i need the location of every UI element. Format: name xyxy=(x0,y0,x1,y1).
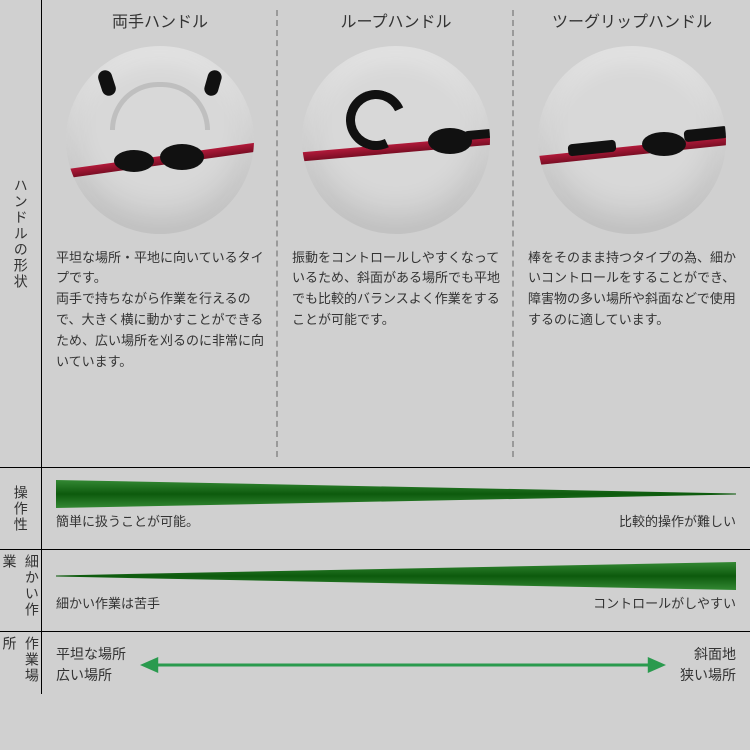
place-left: 平坦な場所 広い場所 xyxy=(56,644,126,686)
fine-right: コントロールがしやすい xyxy=(593,594,736,615)
col-cell-loop: ループハンドル 振動をコントロールしやすくなっているため、斜面がある場所でも平地… xyxy=(278,0,514,468)
ease-left: 簡単に扱うことが可能。 xyxy=(56,512,199,533)
row-label-place: 作業場所 xyxy=(0,632,42,694)
handle-illustration-twogrip xyxy=(538,46,726,234)
col-title: ツーグリップハンドル xyxy=(528,10,736,36)
place-right: 斜面地 狭い場所 xyxy=(680,644,736,686)
col-desc: 棒をそのまま持つタイプの為、細かいコントロールをすることができ、障害物の多い場所… xyxy=(528,248,736,331)
col-cell-twogrip: ツーグリップハンドル 棒をそのまま持つタイプの為、細かいコントロールをすることが… xyxy=(514,0,750,468)
place-right-1: 斜面地 xyxy=(680,644,736,665)
handle-illustration-loop xyxy=(302,46,490,234)
col-cell-bike: 両手ハンドル 平坦な場所・平地に向いているタイプです。両手で持ちながら作業を行え… xyxy=(42,0,278,468)
handle-illustration-bike xyxy=(66,46,254,234)
fine-wedge xyxy=(56,562,736,590)
ease-row: 簡単に扱うことが可能。 比較的操作が難しい xyxy=(42,468,750,550)
ease-right: 比較的操作が難しい xyxy=(619,512,736,533)
row-label-shape: ハンドルの形状 xyxy=(0,0,42,468)
place-row-cell: 平坦な場所 広い場所 斜面地 狭い場所 xyxy=(42,632,750,694)
place-left-1: 平坦な場所 xyxy=(56,644,126,665)
col-title: ループハンドル xyxy=(292,10,500,36)
place-arrow xyxy=(140,652,666,678)
row-label-text: 細かい作業 xyxy=(0,554,43,627)
place-left-2: 広い場所 xyxy=(56,665,126,686)
fine-row: 細かい作業は苦手 コントロールがしやすい xyxy=(42,550,750,632)
col-desc: 平坦な場所・平地に向いているタイプです。両手で持ちながら作業を行えるので、大きく… xyxy=(56,248,264,373)
row-label-text: 作業場所 xyxy=(0,636,43,690)
col-title: 両手ハンドル xyxy=(56,10,264,36)
fine-left: 細かい作業は苦手 xyxy=(56,594,160,615)
comparison-table: ハンドルの形状 両手ハンドル 平坦な場所・平地に向いているタイプです。両手で持ち… xyxy=(0,0,750,750)
row-label-fine: 細かい作業 xyxy=(0,550,42,632)
ease-wedge xyxy=(56,480,736,508)
place-right-2: 狭い場所 xyxy=(680,665,736,686)
row-label-text: 操作性 xyxy=(9,485,31,533)
row-label-ease: 操作性 xyxy=(0,468,42,550)
row-label-text: ハンドルの形状 xyxy=(9,178,31,290)
col-desc: 振動をコントロールしやすくなっているため、斜面がある場所でも平地でも比較的バラン… xyxy=(292,248,500,331)
